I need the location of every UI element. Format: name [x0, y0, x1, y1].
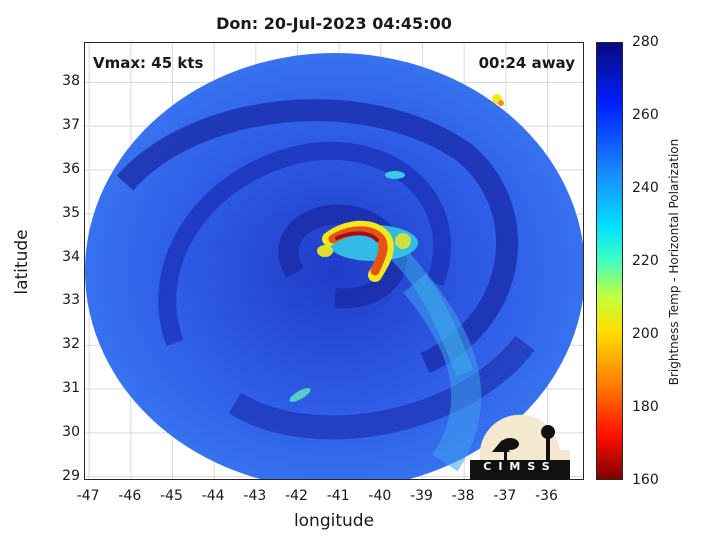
colorbar-tick-label: 220 [632, 253, 659, 269]
x-tick-label: -37 [493, 488, 517, 504]
colorbar-tick-label: 180 [632, 399, 659, 415]
time-away-label: 00:24 away [478, 54, 575, 72]
cimss-logo-text: CIMSS [483, 460, 557, 473]
chart-title: Don: 20-Jul-2023 04:45:00 [216, 14, 452, 33]
x-tick-label: -44 [201, 488, 225, 504]
colorbar-tick-label: 200 [632, 326, 659, 342]
y-tick-label: 32 [62, 336, 80, 353]
y-tick-label: 35 [62, 204, 80, 221]
x-tick-label: -45 [160, 488, 183, 504]
colorbar [596, 42, 623, 480]
x-tick-label: -42 [285, 488, 308, 504]
y-tick-label: 36 [62, 161, 80, 178]
colorbar-tick-label: 280 [632, 34, 659, 50]
x-tick-label: -43 [243, 488, 267, 504]
y-tick-label: 31 [62, 380, 80, 397]
colorbar-tick-label: 240 [632, 180, 659, 196]
x-tick-label: -47 [76, 488, 100, 504]
x-tick-label: -38 [451, 488, 475, 504]
microwave-imagery [85, 43, 583, 479]
rain-bands [116, 99, 535, 472]
x-tick-label: -41 [326, 488, 350, 504]
y-tick-label: 38 [62, 73, 80, 90]
y-tick-label: 29 [62, 467, 80, 484]
cimss-logo-art [470, 414, 570, 480]
y-tick-label: 30 [62, 423, 80, 440]
convective-core [317, 220, 418, 282]
y-tick-label: 34 [62, 248, 80, 265]
cimss-logo: CIMSS [470, 410, 570, 480]
y-tick-label: 33 [62, 292, 80, 309]
y-tick-label: 37 [62, 117, 80, 134]
colorbar-label: Brightness Temp - Horizontal Polarizatio… [667, 138, 681, 386]
map-panel: Vmax: 45 kts 00:24 away [84, 42, 584, 480]
x-tick-label: -36 [535, 488, 558, 504]
x-tick-label: -40 [368, 488, 392, 504]
vmax-label: Vmax: 45 kts [93, 54, 204, 72]
x-tick-label: -46 [118, 488, 142, 504]
y-axis-label: latitude [12, 229, 32, 295]
x-axis-label: longitude [293, 511, 375, 531]
colorbar-tick-label: 260 [632, 107, 659, 123]
colorbar-tick-label: 160 [632, 472, 659, 488]
scattered-convection [289, 94, 504, 402]
x-tick-label: -39 [410, 488, 433, 504]
